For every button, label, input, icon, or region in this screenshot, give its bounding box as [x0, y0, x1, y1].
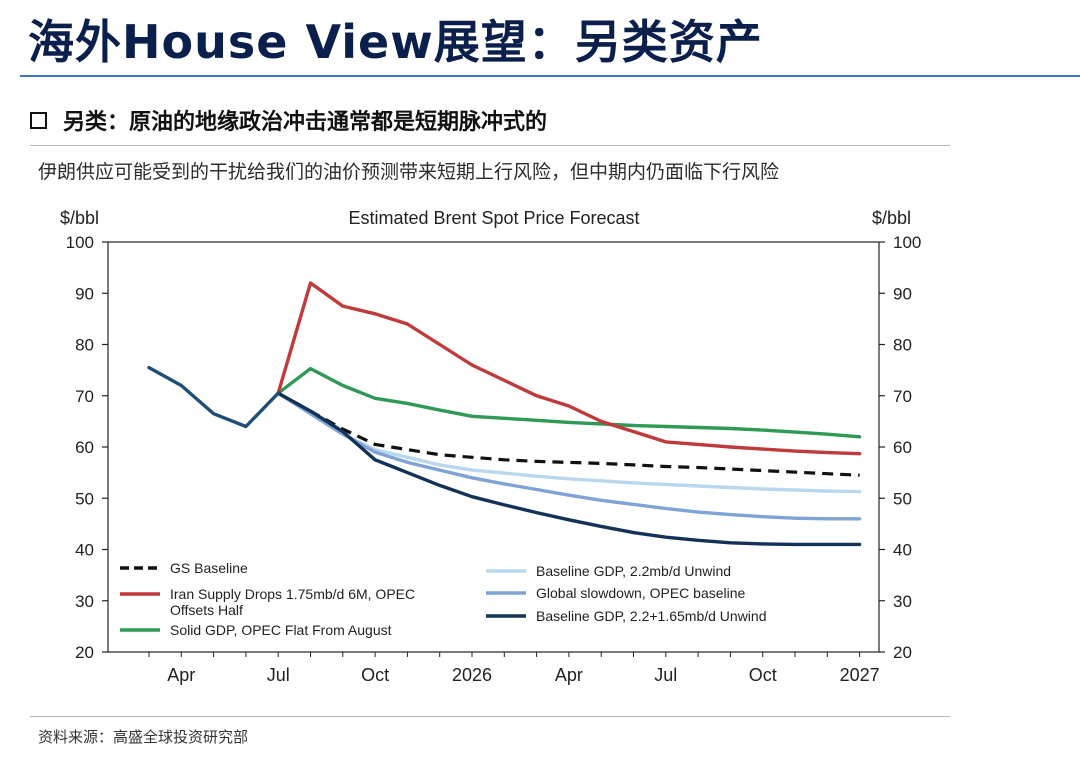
chart-caption: 伊朗供应可能受到的干扰给我们的油价预测带来短期上行风险，但中期内仍面临下行风险: [38, 161, 780, 183]
x-tick-label: Jul: [654, 665, 677, 685]
history-line: [147, 365, 280, 429]
x-tick-label: 2026: [452, 665, 492, 685]
y-tick-label-right: 70: [893, 387, 912, 406]
y-tick-label-right: 100: [893, 233, 921, 252]
x-tick-label: Oct: [749, 665, 777, 685]
y-tick-label-right: 60: [893, 438, 912, 457]
series-line: [276, 391, 862, 494]
x-tick-label: Jul: [267, 665, 290, 685]
x-tick-label: Apr: [555, 665, 583, 685]
series-lines: [147, 281, 862, 547]
legend-label: GS Baseline: [170, 560, 248, 576]
section-heading-text: 另类：原油的地缘政治冲击通常都是短期脉冲式的: [63, 110, 548, 135]
y-axis-ticks: 20 20 30 30 40 40 50 50 60 60 70 70 80 80 90 90 100 100: [66, 233, 922, 662]
legend-label: Iran Supply Drops 1.75mb/d 6M, OPEC Offse…: [170, 586, 415, 618]
legend-label: Baseline GDP, 2.2mb/d Unwind: [536, 563, 731, 579]
y-axis-label-left: $/bbl: [60, 208, 99, 228]
y-tick-label-left: 60: [75, 438, 94, 457]
y-tick-label-left: 30: [75, 592, 94, 611]
series-line: [276, 281, 862, 456]
y-tick-label-right: 30: [893, 592, 912, 611]
title-divider: [20, 75, 1080, 77]
x-tick-label: 2027: [840, 665, 880, 685]
legend-label: Baseline GDP, 2.2+1.65mb/d Unwind: [536, 608, 767, 624]
y-axis-label-right: $/bbl: [872, 208, 911, 228]
series-line: [277, 391, 860, 477]
page-title: 海外House View展望：另类资产: [28, 15, 763, 69]
x-tick-label: Oct: [361, 665, 389, 685]
y-tick-label-left: 80: [75, 336, 94, 355]
x-tick-label: Apr: [167, 665, 195, 685]
y-tick-label-right: 50: [893, 489, 912, 508]
y-tick-label-left: 40: [75, 541, 94, 560]
x-axis-ticks: Apr Jul Oct 2026 Apr Jul Oct 2027: [148, 652, 880, 685]
footer-divider: [30, 716, 950, 717]
series-line: [276, 391, 862, 547]
bullet-square-icon: [30, 111, 47, 129]
y-tick-label-right: 80: [893, 336, 912, 355]
series-line: [276, 391, 862, 521]
y-tick-label-left: 90: [75, 284, 94, 303]
legend: GS Baseline Iran Supply Drops 1.75mb/d 6M…: [120, 560, 767, 638]
legend-label: Solid GDP, OPEC Flat From August: [170, 622, 392, 638]
heading-divider: [30, 145, 950, 146]
y-tick-label-right: 40: [893, 541, 912, 560]
source-note: 资料来源：高盛全球投资研究部: [38, 728, 249, 746]
y-tick-label-right: 20: [893, 643, 912, 662]
y-tick-label-left: 70: [75, 387, 94, 406]
brent-forecast-chart: Estimated Brent Spot Price Forecast $/bb…: [60, 208, 922, 685]
y-tick-label-right: 90: [893, 284, 912, 303]
y-tick-label-left: 50: [75, 489, 94, 508]
series-line: [276, 366, 862, 439]
y-tick-label-left: 20: [75, 643, 94, 662]
chart-title: Estimated Brent Spot Price Forecast: [348, 208, 639, 228]
y-tick-label-left: 100: [66, 233, 94, 252]
legend-label: Global slowdown, OPEC baseline: [536, 585, 746, 601]
section-heading: 另类：原油的地缘政治冲击通常都是短期脉冲式的: [30, 104, 547, 136]
